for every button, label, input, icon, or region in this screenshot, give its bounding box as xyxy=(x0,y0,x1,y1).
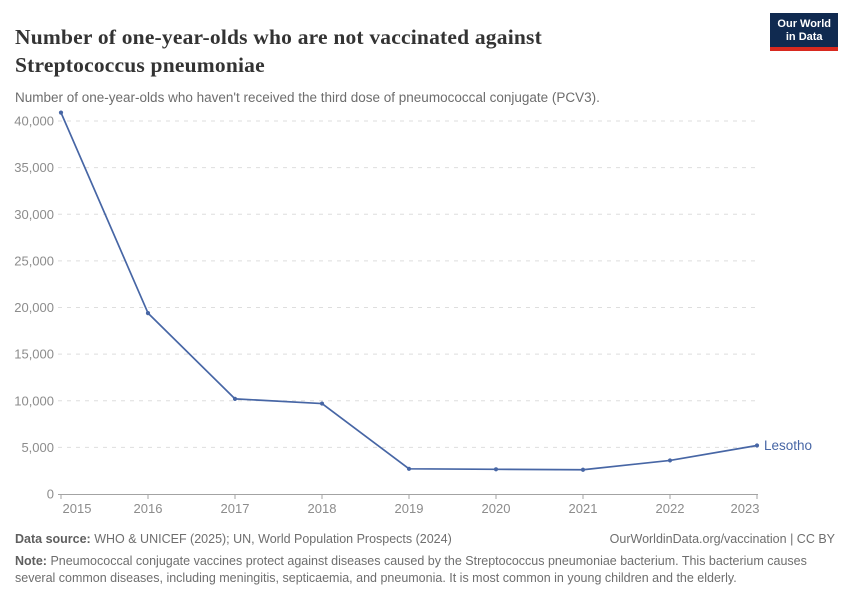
entity-label: Lesotho xyxy=(764,438,812,453)
data-point xyxy=(145,310,151,316)
y-axis-tick-label: 5,000 xyxy=(21,440,54,455)
data-source-label: Data source: xyxy=(15,532,91,546)
data-source-text: WHO & UNICEF (2025); UN, World Populatio… xyxy=(94,532,452,546)
y-axis-tick-label: 35,000 xyxy=(14,160,54,175)
chart-footer: Data source: WHO & UNICEF (2025); UN, Wo… xyxy=(15,531,835,586)
line-chart: 0 5,000 10,000 15,000 20,000 25,000 30,000 35,0… xyxy=(14,110,812,516)
line-chart-svg: 0 5,000 10,000 15,000 20,000 25,000 30,000 35,0… xyxy=(14,110,812,516)
y-axis-tick-label: 30,000 xyxy=(14,207,54,222)
x-axis-tick-label: 2020 xyxy=(482,501,511,516)
data-point xyxy=(406,466,412,471)
x-axis-tick-label: 2021 xyxy=(569,501,598,516)
x-axis-tick-label: 2022 xyxy=(656,501,685,516)
y-axis-tick-label: 0 xyxy=(47,487,54,502)
x-axis-tick-label: 2018 xyxy=(308,501,337,516)
y-axis-tick-label: 15,000 xyxy=(14,347,54,362)
x-axis-tick-label: 2015 xyxy=(63,501,92,516)
x-axis-tick-label: 2019 xyxy=(395,501,424,516)
attribution-separator: | xyxy=(786,532,797,546)
y-axis-tick-label: 10,000 xyxy=(14,393,54,408)
y-axis-tick-label: 20,000 xyxy=(14,300,54,315)
data-point xyxy=(58,110,64,115)
note-label: Note: xyxy=(15,553,47,568)
x-axis-tick-label: 2016 xyxy=(134,501,163,516)
data-source-line: Data source: WHO & UNICEF (2025); UN, Wo… xyxy=(15,531,452,548)
data-point xyxy=(319,401,325,406)
license-label: CC BY xyxy=(796,532,835,546)
x-axis-tick-label: 2017 xyxy=(221,501,250,516)
data-point xyxy=(667,458,673,463)
data-point xyxy=(580,467,586,472)
attribution-link[interactable]: OurWorldinData.org/vaccination xyxy=(609,532,787,546)
x-axis-tick-label: 2023 xyxy=(731,501,760,516)
chart-note: Note: Pneumococcal conjugate vaccines pr… xyxy=(15,553,835,587)
data-point xyxy=(493,467,499,472)
chart-subtitle: Number of one-year-olds who haven't rece… xyxy=(15,89,600,105)
owid-logo-line1: Our World xyxy=(777,18,831,30)
series-line xyxy=(60,112,758,471)
owid-logo: Our World in Data xyxy=(770,13,838,51)
chart-title: Number of one-year-olds who are not vacc… xyxy=(15,25,542,78)
attribution-line: OurWorldinData.org/vaccination | CC BY xyxy=(610,531,835,548)
data-point xyxy=(754,443,760,448)
note-text: Pneumococcal conjugate vaccines protect … xyxy=(15,553,807,585)
data-point xyxy=(232,396,238,401)
y-axis-tick-label: 25,000 xyxy=(14,253,54,268)
y-axis-tick-label: 40,000 xyxy=(14,114,54,129)
owid-logo-line2: in Data xyxy=(785,30,823,43)
